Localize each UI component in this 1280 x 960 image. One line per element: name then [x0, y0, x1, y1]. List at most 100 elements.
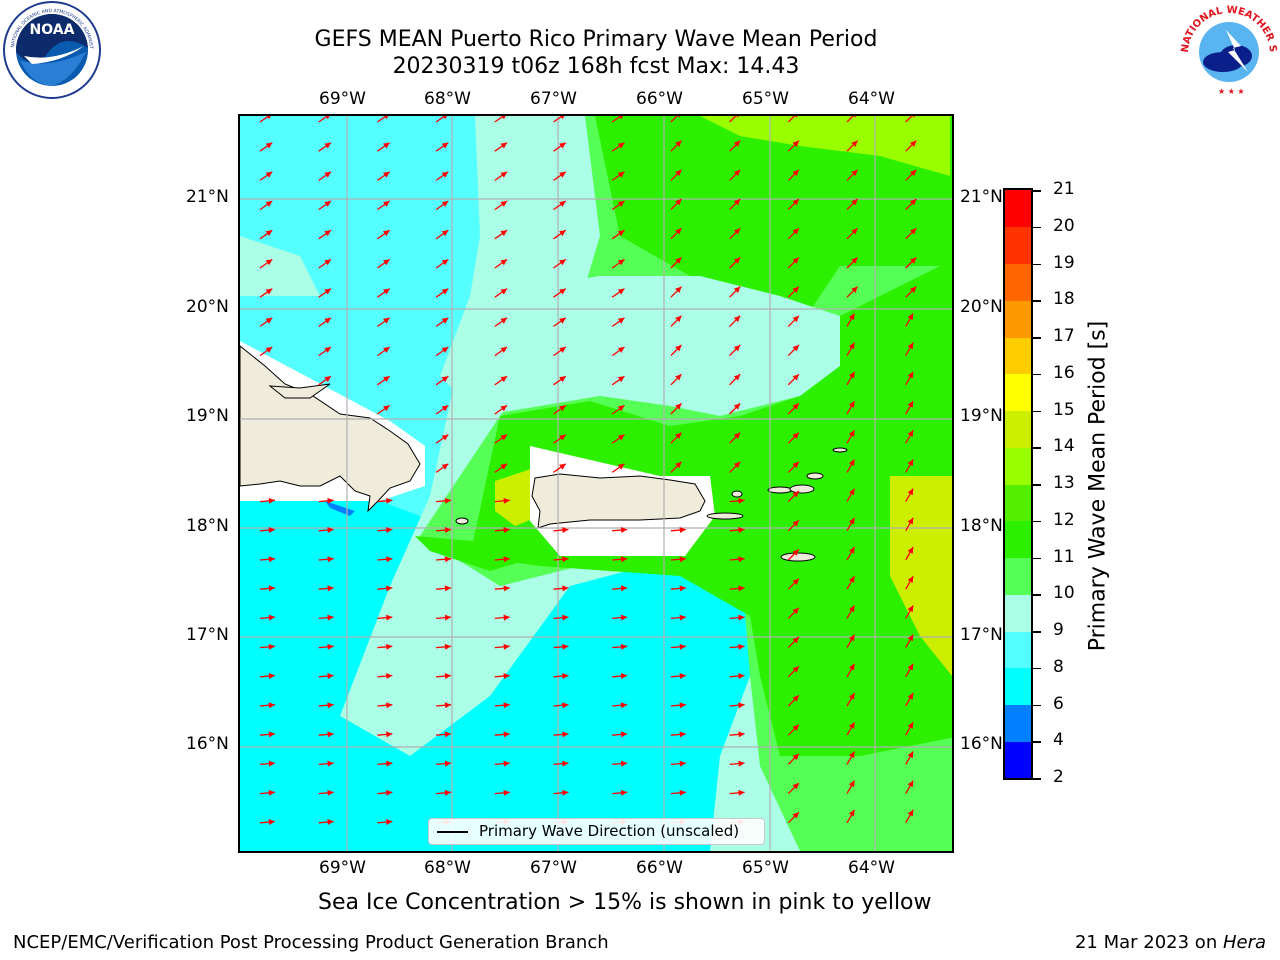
map-legend: Primary Wave Direction (unscaled) [428, 818, 765, 845]
wave-arrow-head [503, 556, 510, 563]
wave-arrow-head [620, 527, 628, 534]
wave-arrow-head [265, 259, 273, 266]
wave-arrow-head [848, 780, 855, 788]
wave-arrow-head [500, 317, 508, 324]
wave-arrow-head [324, 259, 331, 266]
lon-label-top-69w: 69°W [319, 89, 366, 109]
wave-arrow-head [441, 142, 449, 149]
wave-arrow-head [738, 614, 745, 621]
colorbar [1003, 188, 1033, 780]
wave-arrow-head [268, 556, 275, 563]
st-thomas-island [767, 486, 793, 494]
colorbar-tick [1033, 778, 1041, 780]
st-croix-island [780, 552, 816, 562]
wave-arrow-head [848, 401, 855, 408]
wave-arrow-head [327, 643, 334, 650]
lat-label-left-20n: 20°N [186, 297, 229, 317]
wave-arrow-head [909, 140, 917, 147]
wave-arrow-head [386, 819, 393, 826]
wave-arrow-head [503, 585, 510, 592]
wave-arrow-head [792, 198, 799, 206]
wave-arrow-head [909, 228, 917, 235]
wave-arrow-head [562, 527, 569, 534]
wave-arrow-head [503, 614, 510, 621]
wave-arrow-head [738, 702, 745, 709]
wave-arrow-head [792, 578, 799, 585]
sea-ice-caption: Sea Ice Concentration > 15% is shown in … [318, 890, 932, 915]
wave-arrow-head [907, 459, 914, 467]
lon-label-bottom-66w: 66°W [636, 858, 683, 878]
colorbar-tick [1033, 631, 1041, 633]
wave-arrow-head [500, 376, 508, 383]
wave-arrow-head [620, 585, 628, 592]
wave-arrow-head [617, 288, 625, 295]
wave-arrow-head [848, 751, 855, 759]
wave-arrow-head [441, 288, 449, 295]
wave-arrow-head [562, 556, 569, 563]
wave-arrow-head [738, 497, 745, 504]
lat-label-right-21n: 21°N [960, 187, 1003, 207]
wave-arrow-head [733, 315, 741, 323]
wave-arrow-head [503, 497, 510, 504]
wave-arrow-head [383, 376, 390, 383]
colorbar-tick [1033, 410, 1041, 412]
wave-arrow-head [562, 789, 569, 796]
wave-arrow-head [853, 116, 857, 118]
wave-arrow-head [909, 286, 917, 293]
wave-arrow-head [500, 346, 508, 353]
wave-arrow-head [268, 673, 275, 680]
wave-arrow-head [386, 585, 393, 592]
wave-arrow-head [907, 401, 914, 408]
wave-arrow-head [386, 760, 393, 767]
wave-arrow-head [738, 527, 745, 534]
colorbar-tick [1033, 484, 1041, 486]
wave-arrow-head [617, 376, 625, 383]
colorbar-tick [1033, 447, 1041, 449]
colorbar-segment [1005, 557, 1031, 595]
wave-arrow [318, 116, 329, 123]
wave-arrow-head [907, 313, 914, 321]
sea-period-13-14-east [890, 476, 952, 676]
wave-arrow-head [559, 171, 566, 178]
wave-arrow-head [441, 346, 449, 353]
wave-arrow-head [907, 605, 914, 613]
wave-arrow-head [327, 614, 334, 621]
wave-arrow-head [848, 663, 855, 671]
wave-arrow-head [444, 497, 452, 504]
virgin-gorda-island [806, 472, 824, 480]
wave-arrow [846, 116, 854, 123]
wave-arrow-head [733, 169, 741, 177]
wave-arrow [729, 116, 737, 123]
wave-arrow-head [327, 673, 334, 680]
wave-arrow-head [907, 809, 914, 817]
wave-arrow-head [441, 200, 449, 207]
colorbar-tick-label: 19 [1053, 252, 1075, 273]
wave-arrow-head [268, 731, 275, 738]
wave-arrow-head [738, 731, 745, 738]
colorbar-segment [1005, 263, 1031, 301]
wave-arrow-head [562, 731, 569, 738]
colorbar-tick [1033, 557, 1041, 559]
lon-label-bottom-67w: 67°W [530, 858, 577, 878]
wave-arrow-head [324, 142, 331, 149]
sea-period-12-13-north [700, 116, 950, 176]
wave-arrow-head [848, 809, 855, 817]
wave-arrow-head [792, 315, 799, 323]
colorbar-tick-label: 14 [1053, 436, 1075, 457]
wave-arrow-head [324, 317, 331, 324]
wave-arrow-head [792, 753, 799, 761]
colorbar-tick [1033, 594, 1041, 596]
lat-label-right-19n: 19°N [960, 406, 1003, 426]
colorbar-tick [1033, 263, 1041, 265]
sea-period-11-12 [470, 116, 952, 756]
lat-label-right-17n: 17°N [960, 625, 1003, 645]
wave-arrow-head [503, 760, 510, 767]
wave-direction-arrows [259, 116, 917, 826]
wave-arrow-head [383, 200, 390, 207]
wave-arrow-head [441, 230, 449, 237]
wave-arrow-head [444, 527, 452, 534]
wave-arrow-head [441, 434, 449, 441]
wave-arrow-head [848, 576, 855, 583]
wave-arrow-head [500, 142, 508, 149]
colorbar-segment [1005, 704, 1031, 742]
